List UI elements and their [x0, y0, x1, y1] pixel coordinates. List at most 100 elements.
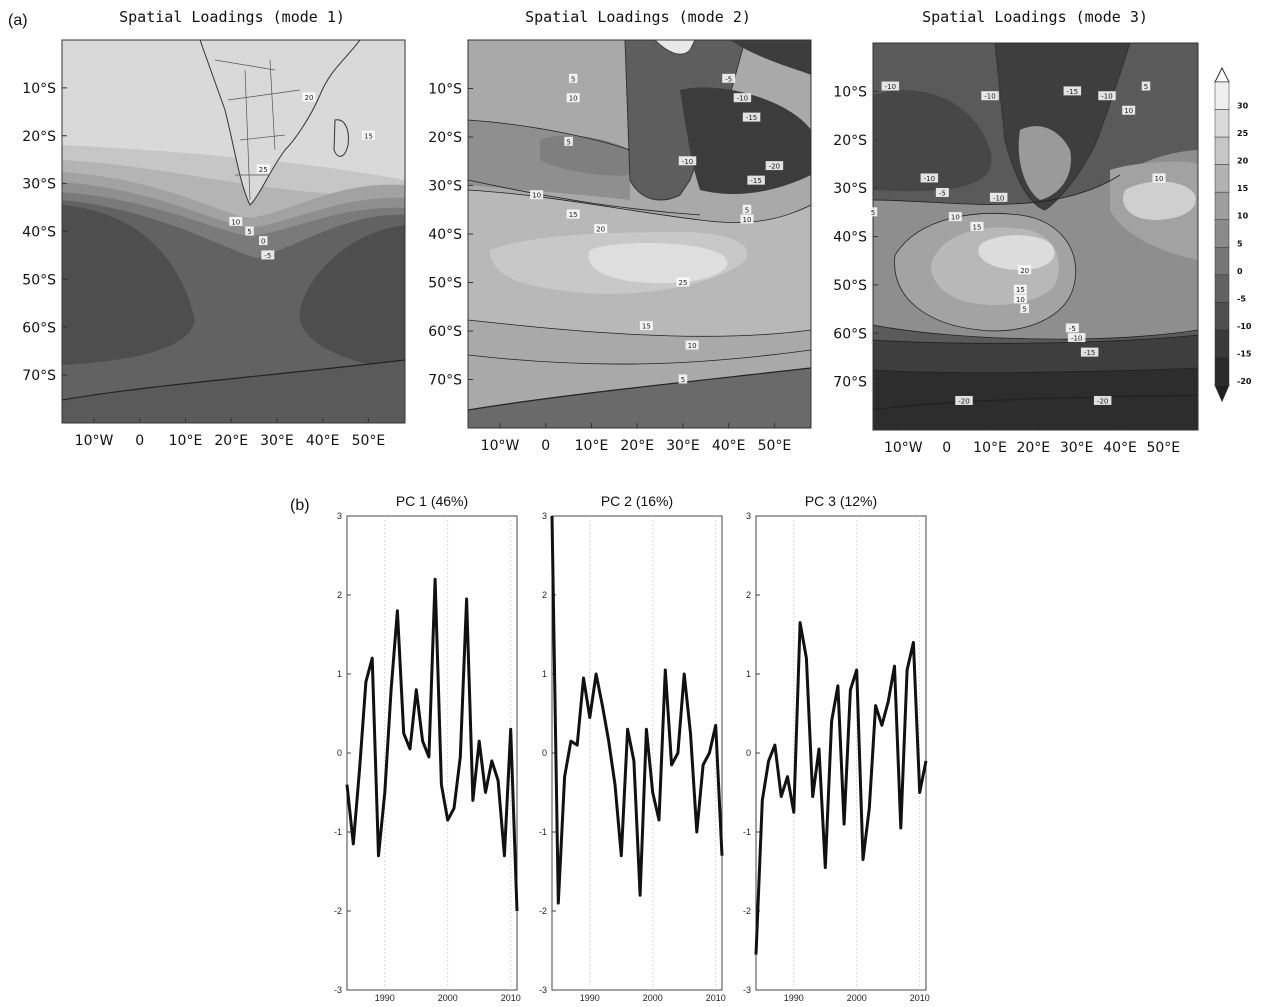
contour-label: -10 [682, 158, 693, 166]
contour-label: 10 [688, 342, 697, 350]
colorbar-swatch [1214, 164, 1230, 193]
map-1-antarctic-coast [62, 359, 405, 401]
contour-label: -20 [1097, 397, 1108, 405]
map-2-xtick-label: 0 [541, 438, 550, 454]
map-1-ytick-label: 20°S [22, 129, 56, 145]
contour-label-bg [678, 374, 688, 384]
map-3-ytick-label: 60°S [833, 326, 867, 342]
contour-label: -10 [1071, 335, 1082, 343]
colorbar-bottom-arrow [1214, 384, 1230, 403]
contour-label-bg [765, 161, 784, 171]
pc-2-xtick-label: 2000 [643, 993, 663, 1003]
pc-1-ytick-label: -3 [334, 985, 342, 995]
contour-label-bg [261, 250, 275, 260]
contour-label-bg [256, 164, 270, 174]
contour-label-bg [935, 187, 949, 197]
contour-label: 25 [259, 166, 268, 174]
contour-label-bg [742, 204, 752, 214]
map-1-title: Spatial Loadings (mode 1) [119, 8, 345, 26]
contour-label-bg [639, 321, 653, 331]
map-3-southern-africa [1018, 126, 1071, 200]
contour-label-bg [566, 209, 580, 219]
map-3-ytick-label: 70°S [833, 375, 867, 391]
pc-3-plot: 1990 2000 2010 -3 -2 -1 0 1 2 3 [743, 511, 930, 1003]
contour-label-bg [1098, 91, 1116, 101]
contour-label-bg [989, 192, 1008, 202]
map-2-ytick-label: 70°S [428, 373, 462, 389]
colorbar-swatch [1214, 247, 1230, 276]
contour-label-bg [881, 81, 900, 91]
contour-label: -15 [750, 177, 761, 185]
contour-label-bg [530, 190, 544, 200]
contour-label: -10 [737, 95, 748, 103]
map-2-ytick-label: 10°S [428, 82, 462, 98]
map-3-xtick-label: 40°E [1103, 440, 1137, 456]
contour-label-bg [1080, 347, 1099, 357]
colorbar: 30 25 20 15 10 5 0 -5 -10 -15 -20 [1214, 66, 1252, 403]
contour-label: -10 [1101, 93, 1112, 101]
pc-1-plot: 1990 2000 2010 -3 -2 -1 0 1 2 3 [334, 511, 521, 1003]
map-1-ytick-label: 40°S [22, 225, 56, 241]
contour-label-bg [747, 175, 765, 185]
contour-label-bg [742, 112, 761, 122]
contour-label: 10 [569, 95, 578, 103]
map-2-low-ne [730, 40, 811, 75]
map-2-contours [468, 119, 811, 365]
pc-1-ytick-label: 3 [337, 511, 342, 521]
contour-label: 10 [532, 192, 541, 200]
contour-label: -20 [769, 163, 780, 171]
map-2-high-north [654, 40, 696, 55]
contour-label-bg [258, 236, 268, 246]
map-1-ytick-label: 30°S [22, 177, 56, 193]
contour-label: 5 [871, 209, 875, 217]
contour-label: 10 [951, 214, 960, 222]
contour-label-bg [722, 73, 736, 83]
map-1-ytick-label: 50°S [22, 272, 56, 288]
colorbar-swatch [1214, 81, 1230, 110]
pc-2-ytick-label: 3 [542, 511, 547, 521]
colorbar-tick-label: -15 [1237, 349, 1252, 358]
contour-label-bg [1122, 105, 1136, 115]
pc-2-axes [551, 515, 723, 991]
contour-label: -15 [1084, 349, 1095, 357]
contour-label: 5 [1022, 306, 1026, 314]
contour-label-bg [868, 207, 878, 217]
contour-label-bg [564, 136, 573, 146]
contour-label: -10 [984, 93, 995, 101]
colorbar-tick-label: 10 [1237, 212, 1249, 221]
contour-label: 0 [261, 238, 265, 246]
map-1-xtick-label: 0 [135, 433, 144, 449]
map-1-low-west [62, 205, 195, 365]
pc-3-ytick-label: -2 [743, 906, 751, 916]
map-1-ytick-label: 60°S [22, 320, 56, 336]
contour-label: 15 [569, 211, 578, 219]
contour-label: 20 [1020, 267, 1029, 275]
colorbar-tick-label: 25 [1237, 129, 1249, 138]
map-1-borders [214, 59, 301, 201]
map-3-ytick-label: 50°S [833, 278, 867, 294]
colorbar-tick-label: -10 [1237, 322, 1252, 331]
contour-label: 5 [745, 206, 749, 214]
contour-label-bg [970, 221, 984, 231]
map-2-xtick-label: 20°E [620, 438, 654, 454]
contour-label-bg [594, 224, 608, 234]
map-2-antarctic-coast [468, 367, 811, 411]
contour-label: 5 [1144, 83, 1148, 91]
map-2-title: Spatial Loadings (mode 2) [525, 8, 751, 26]
contour-label: 15 [973, 223, 982, 231]
map-2-xtick-label: 40°E [712, 438, 746, 454]
map-1-ytick-label: 70°S [22, 368, 56, 384]
contour-label-bg [948, 212, 962, 222]
contour-label-bg [678, 156, 697, 166]
map-3-high-20 [978, 235, 1055, 270]
contour-label: 10 [743, 216, 752, 224]
contour-label-bg [955, 395, 973, 405]
pc-3-series-line [754, 621, 928, 955]
contour-label-bg [361, 130, 375, 140]
contour-label-bg [1065, 323, 1079, 333]
map-3-ytick-label: 40°S [833, 230, 867, 246]
contour-label-bg [740, 214, 754, 224]
pc-1-ytick-label: 0 [337, 748, 342, 758]
pc-1-xtick-label: 1990 [375, 993, 395, 1003]
map-1-xtick-label: 30°E [260, 433, 294, 449]
